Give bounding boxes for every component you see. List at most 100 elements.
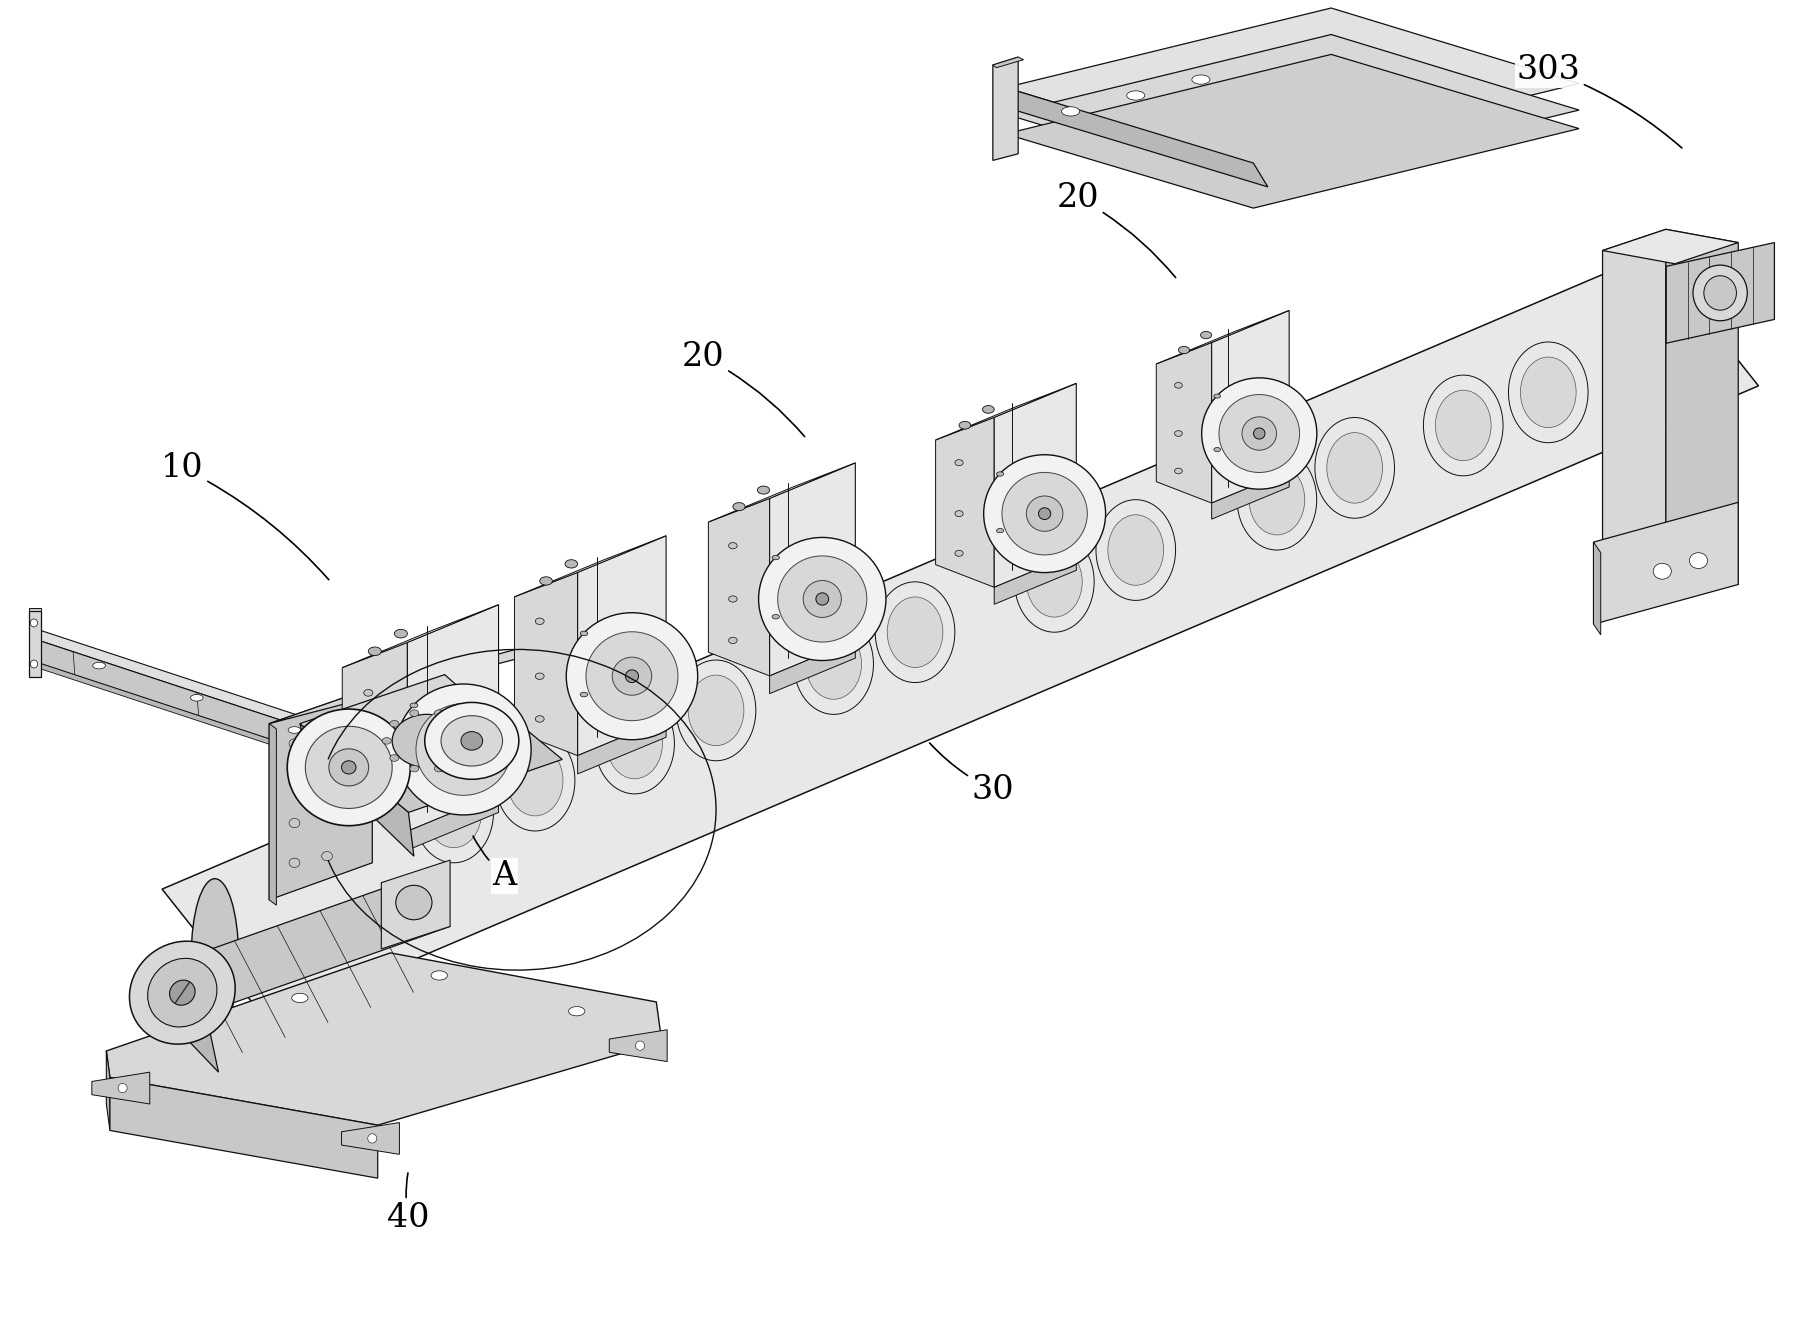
Ellipse shape [424,703,518,780]
Ellipse shape [1201,378,1317,489]
Polygon shape [342,604,498,668]
Ellipse shape [328,749,368,786]
Ellipse shape [728,637,737,644]
Ellipse shape [1178,347,1189,353]
Ellipse shape [92,663,105,669]
Ellipse shape [390,754,399,761]
Ellipse shape [462,737,471,744]
Ellipse shape [794,614,873,714]
Ellipse shape [147,959,217,1027]
Ellipse shape [495,730,574,831]
Ellipse shape [1174,469,1181,474]
Ellipse shape [292,993,308,1003]
Polygon shape [92,1072,150,1104]
Ellipse shape [440,716,502,766]
Ellipse shape [1703,276,1736,311]
Polygon shape [1156,311,1288,364]
Polygon shape [353,768,413,857]
Ellipse shape [997,471,1004,477]
Ellipse shape [535,673,544,680]
Ellipse shape [567,612,698,740]
Ellipse shape [1174,382,1181,388]
Ellipse shape [368,647,381,656]
Ellipse shape [1214,394,1221,398]
Ellipse shape [321,811,332,821]
Ellipse shape [321,772,332,781]
Ellipse shape [803,580,841,618]
Ellipse shape [395,684,531,815]
Polygon shape [34,628,42,667]
Ellipse shape [955,459,964,466]
Ellipse shape [535,618,544,624]
Ellipse shape [410,710,419,716]
Polygon shape [578,718,667,774]
Ellipse shape [689,675,745,745]
Polygon shape [29,611,42,677]
Ellipse shape [1038,507,1051,519]
Ellipse shape [636,1041,645,1050]
Ellipse shape [955,550,964,556]
Ellipse shape [288,709,410,826]
Ellipse shape [1214,448,1221,452]
Ellipse shape [1127,90,1145,100]
Polygon shape [995,554,1076,604]
Ellipse shape [806,628,861,700]
Ellipse shape [288,726,301,733]
Polygon shape [342,643,408,831]
Polygon shape [1212,311,1288,503]
Polygon shape [515,535,667,596]
Ellipse shape [1107,515,1163,586]
Ellipse shape [290,738,301,748]
Polygon shape [301,675,504,777]
Text: 40: 40 [388,1173,429,1234]
Ellipse shape [118,1084,127,1093]
Polygon shape [1006,35,1578,190]
Ellipse shape [364,746,373,753]
Polygon shape [270,614,649,724]
Ellipse shape [1316,417,1395,518]
Polygon shape [993,57,1024,68]
Polygon shape [1602,230,1665,591]
Ellipse shape [1692,266,1747,321]
Polygon shape [156,969,219,1072]
Ellipse shape [1002,473,1087,555]
Ellipse shape [431,971,448,980]
Ellipse shape [1682,243,1729,396]
Polygon shape [1665,230,1738,584]
Polygon shape [995,384,1076,587]
Ellipse shape [955,511,964,517]
Ellipse shape [1238,449,1317,550]
Ellipse shape [1015,531,1094,632]
Polygon shape [515,572,578,756]
Ellipse shape [1241,417,1276,450]
Ellipse shape [31,619,38,627]
Ellipse shape [1062,106,1080,116]
Ellipse shape [341,761,355,774]
Ellipse shape [170,1028,187,1037]
Ellipse shape [984,454,1105,572]
Polygon shape [107,1050,111,1130]
Polygon shape [993,57,1018,161]
Ellipse shape [306,726,391,809]
Ellipse shape [290,778,301,788]
Ellipse shape [426,777,482,847]
Polygon shape [107,954,661,1125]
Ellipse shape [612,657,652,696]
Ellipse shape [391,714,460,768]
Ellipse shape [1254,428,1265,440]
Ellipse shape [1026,495,1064,531]
Ellipse shape [982,405,995,413]
Polygon shape [1212,471,1288,519]
Ellipse shape [875,582,955,683]
Polygon shape [1602,230,1738,264]
Polygon shape [1156,343,1212,503]
Ellipse shape [129,942,236,1044]
Ellipse shape [382,737,391,744]
Polygon shape [1006,88,1268,187]
Ellipse shape [1435,390,1491,461]
Ellipse shape [594,693,674,794]
Ellipse shape [1174,430,1181,437]
Ellipse shape [410,703,419,708]
Ellipse shape [1192,74,1210,84]
Text: 10: 10 [161,452,328,580]
